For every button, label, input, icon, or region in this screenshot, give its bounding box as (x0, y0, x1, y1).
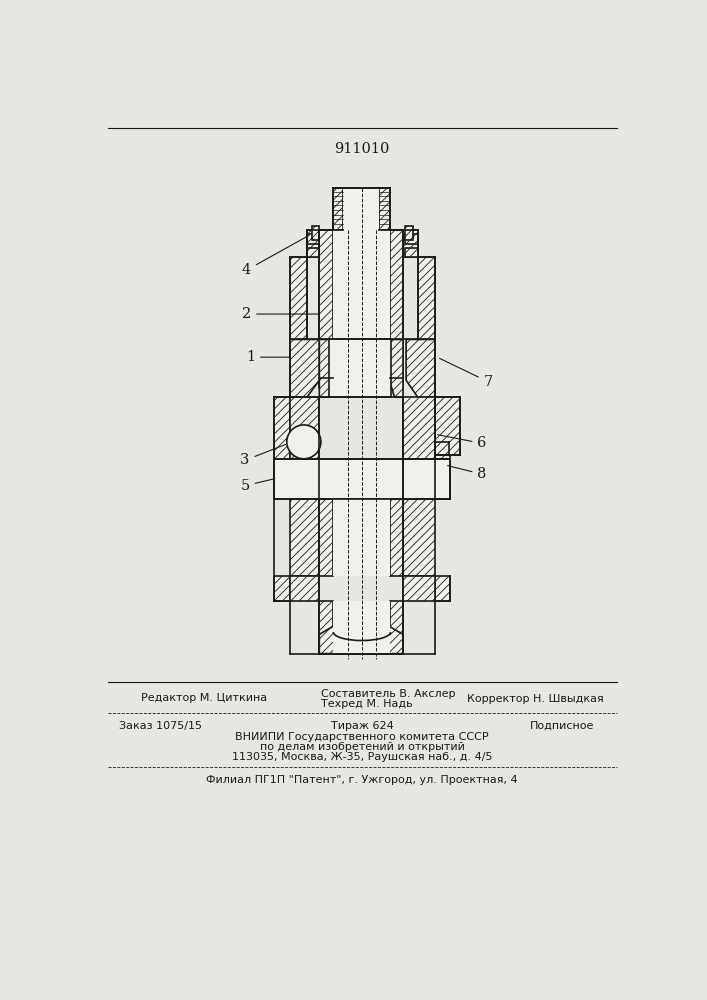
Bar (274, 576, 290, 601)
Text: 2: 2 (242, 307, 318, 321)
Text: 113035, Москва, Ж-35, Раушская наб., д. 4/5: 113035, Москва, Ж-35, Раушская наб., д. … (232, 752, 492, 762)
Text: Филиал ПГ1П "Патент", г. Ужгород, ул. Проектная, 4: Филиал ПГ1П "Патент", г. Ужгород, ул. Пр… (206, 775, 518, 785)
Bar (307, 248, 320, 257)
Polygon shape (320, 627, 403, 654)
Bar (332, 601, 390, 654)
Bar (312, 226, 320, 240)
Bar (332, 188, 344, 230)
Text: Техред М. Надь: Техред М. Надь (321, 699, 412, 709)
Polygon shape (307, 230, 332, 257)
Text: 1: 1 (246, 350, 290, 364)
Bar (418, 257, 435, 392)
Bar (320, 230, 332, 388)
Text: Составитель В. Акслер: Составитель В. Акслер (321, 689, 455, 699)
Circle shape (287, 425, 321, 459)
Bar (390, 499, 403, 576)
Bar (379, 188, 390, 230)
Bar (320, 499, 332, 576)
Bar (405, 248, 418, 257)
Text: 3: 3 (240, 444, 286, 467)
Bar (435, 397, 460, 455)
Text: Подписное: Подписное (530, 721, 595, 731)
Text: по делам изобретений и открытий: по делам изобретений и открытий (259, 742, 464, 752)
Bar (307, 234, 320, 244)
Text: 6: 6 (438, 435, 487, 450)
Bar (290, 499, 320, 576)
Bar (403, 576, 435, 601)
Bar (290, 576, 320, 601)
Bar (274, 397, 290, 497)
Bar (405, 226, 413, 240)
Text: 7: 7 (440, 358, 493, 389)
Text: Заказ 1075/15: Заказ 1075/15 (119, 721, 202, 731)
Text: Редактор М. Циткина: Редактор М. Циткина (141, 693, 267, 703)
Bar (329, 339, 391, 397)
Text: 4: 4 (242, 235, 309, 277)
Text: 911010: 911010 (334, 142, 390, 156)
Bar (344, 188, 379, 230)
Text: 5: 5 (240, 479, 275, 493)
Bar (390, 601, 403, 654)
Bar (403, 397, 435, 497)
Text: ВНИИПИ Государственного комитета СССР: ВНИИПИ Государственного комитета СССР (235, 732, 489, 742)
Bar (405, 234, 418, 244)
Bar (435, 576, 450, 601)
Text: Корректор Н. Швыдкая: Корректор Н. Швыдкая (467, 694, 603, 704)
Bar (274, 459, 450, 499)
Bar (403, 499, 435, 576)
Polygon shape (390, 230, 418, 257)
Bar (290, 397, 320, 497)
Bar (290, 257, 307, 392)
Text: 8: 8 (448, 466, 487, 481)
Polygon shape (290, 339, 320, 397)
Bar (332, 230, 390, 388)
Bar (332, 499, 390, 576)
Polygon shape (406, 339, 435, 397)
Bar (390, 230, 403, 388)
Bar (320, 601, 332, 654)
Bar (403, 459, 450, 499)
Bar (435, 455, 450, 497)
Text: Тираж 624: Тираж 624 (331, 721, 393, 731)
Polygon shape (320, 339, 332, 397)
Polygon shape (390, 339, 403, 397)
